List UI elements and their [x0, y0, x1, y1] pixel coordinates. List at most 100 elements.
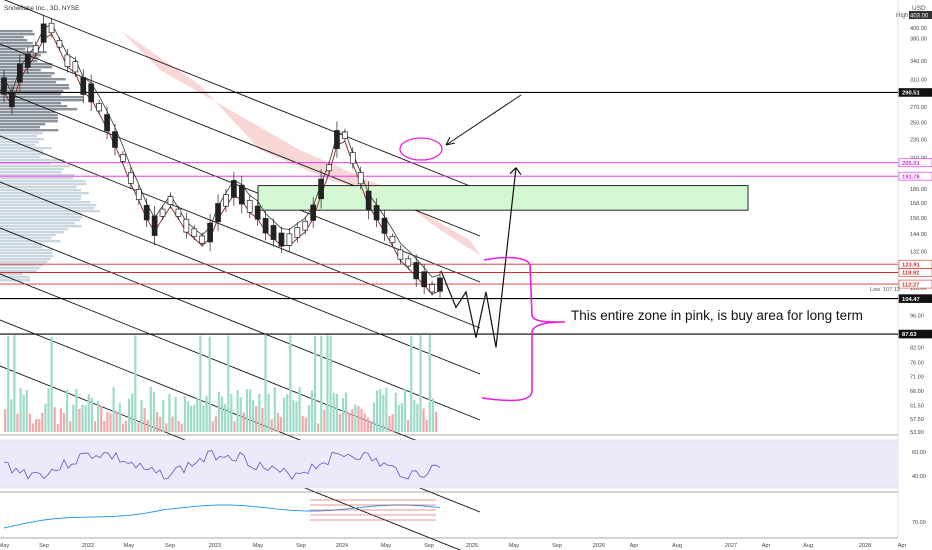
price-badge-label: 123.91: [902, 262, 921, 268]
volume-profile-bar: [0, 195, 82, 198]
volume-bar: [140, 400, 143, 432]
candle-body: [397, 249, 404, 260]
volume-profile-bar: [0, 114, 58, 117]
volume-bar: [59, 408, 62, 432]
volume-bar: [168, 393, 171, 432]
volume-bar: [351, 408, 354, 432]
candle-body: [207, 222, 213, 243]
price-badge: [898, 268, 932, 277]
volume-bar: [87, 394, 90, 432]
candle-body: [48, 22, 55, 34]
volume-profile-bar: [0, 246, 43, 249]
volume-bar: [422, 408, 425, 432]
volume-profile-bar: [0, 144, 36, 147]
volume-bar: [41, 412, 44, 432]
volume-profile-bar: [0, 243, 43, 246]
annotation-text: This entire zone in pink, is buy area fo…: [571, 308, 863, 323]
volume-profile-bar: [0, 51, 47, 54]
green-zone-box: [257, 185, 749, 211]
oscillator-pane[interactable]: [0, 499, 898, 539]
volume-profile-bar: [0, 60, 38, 63]
volume-profile-bar: [0, 168, 64, 171]
volume-bar: [180, 423, 183, 432]
volume-profile-bar: [0, 270, 37, 273]
candle-body: [286, 233, 293, 246]
volume-bar: [295, 401, 298, 432]
candle-body: [127, 172, 134, 184]
volume-bar: [314, 335, 317, 432]
volume-profile-bar: [0, 177, 74, 180]
candle-body: [413, 262, 420, 280]
volume-profile-bar: [0, 210, 101, 213]
volume-bar: [97, 400, 100, 432]
volume-bar: [221, 396, 224, 432]
volume-bar: [165, 423, 168, 432]
rsi-pane[interactable]: [0, 439, 898, 493]
candle-body: [215, 203, 221, 223]
volume-bar: [276, 412, 279, 432]
candle-body: [135, 189, 142, 201]
high-label: High: [896, 13, 908, 19]
volume-bar: [323, 409, 326, 432]
volume-bar: [397, 405, 400, 432]
volume-bar: [407, 419, 410, 432]
volume-bar: [109, 413, 112, 432]
volume-bar: [159, 417, 162, 432]
volume-profile-bar: [0, 81, 57, 84]
candle-body: [1, 77, 7, 95]
volume-bar: [171, 416, 174, 432]
volume-bar: [93, 421, 97, 432]
pointer-arrow-head: [445, 136, 456, 146]
time-tick-label: Sep: [39, 543, 49, 549]
volume-bar: [53, 407, 56, 432]
candle-body: [310, 204, 317, 221]
channel-line: [0, 181, 481, 375]
candle-body: [349, 152, 356, 164]
volume-bar: [78, 408, 81, 432]
volume-bar: [152, 391, 155, 432]
volume-bar: [90, 397, 93, 432]
volume-bar: [273, 387, 276, 432]
time-tick-label: 2026: [593, 543, 605, 549]
volume-bar: [242, 412, 245, 432]
volume-bar: [307, 405, 310, 432]
projection-arrow-head: [509, 167, 522, 176]
volume-bar: [50, 336, 53, 432]
volume-bar: [193, 404, 196, 432]
volume-bar: [162, 400, 165, 432]
candle-body: [437, 277, 443, 292]
volume-bar: [7, 335, 10, 432]
symbol-title: Snowflake Inc., 3D, NYSE: [4, 5, 80, 12]
channel-line: [0, 227, 481, 421]
volume-profile-bar: [0, 105, 68, 108]
pointer-arrow-shaft: [445, 94, 522, 146]
volume-bar: [379, 389, 382, 432]
price-tick-label: 340.00: [910, 59, 927, 65]
volume-bar: [149, 386, 152, 432]
volume-bar: [258, 393, 261, 432]
price-tick-label: 82.00: [910, 345, 924, 351]
channel-line: [3, 0, 481, 191]
time-tick-label: May: [124, 543, 135, 549]
volume-profile-bar: [0, 84, 69, 87]
volume-profile-bar: [0, 264, 44, 267]
volume-bar: [366, 417, 369, 432]
volume-bar: [19, 388, 22, 432]
volume-profile-bar: [0, 162, 51, 165]
time-tick-label: May: [253, 543, 264, 549]
candle-body: [342, 131, 348, 139]
volume-bar: [146, 419, 149, 432]
volume-bar: [239, 397, 242, 432]
time-axis[interactable]: May Sep 2022 May Sep 2023 May Sep 2024 May Sep 2025…: [0, 543, 906, 549]
volume-profile-bar: [0, 261, 48, 264]
candle-body: [72, 61, 79, 73]
volume-profile-bar: [0, 126, 40, 129]
volume-profile-bar: [0, 225, 82, 228]
price-tick-label: 66.00: [910, 389, 924, 395]
price-badge-label: 191.78: [902, 174, 921, 180]
volume-bar: [124, 420, 128, 432]
volume-bar: [196, 398, 199, 432]
price-tick-label: 380.00: [910, 36, 927, 42]
volume-bar: [410, 335, 413, 432]
